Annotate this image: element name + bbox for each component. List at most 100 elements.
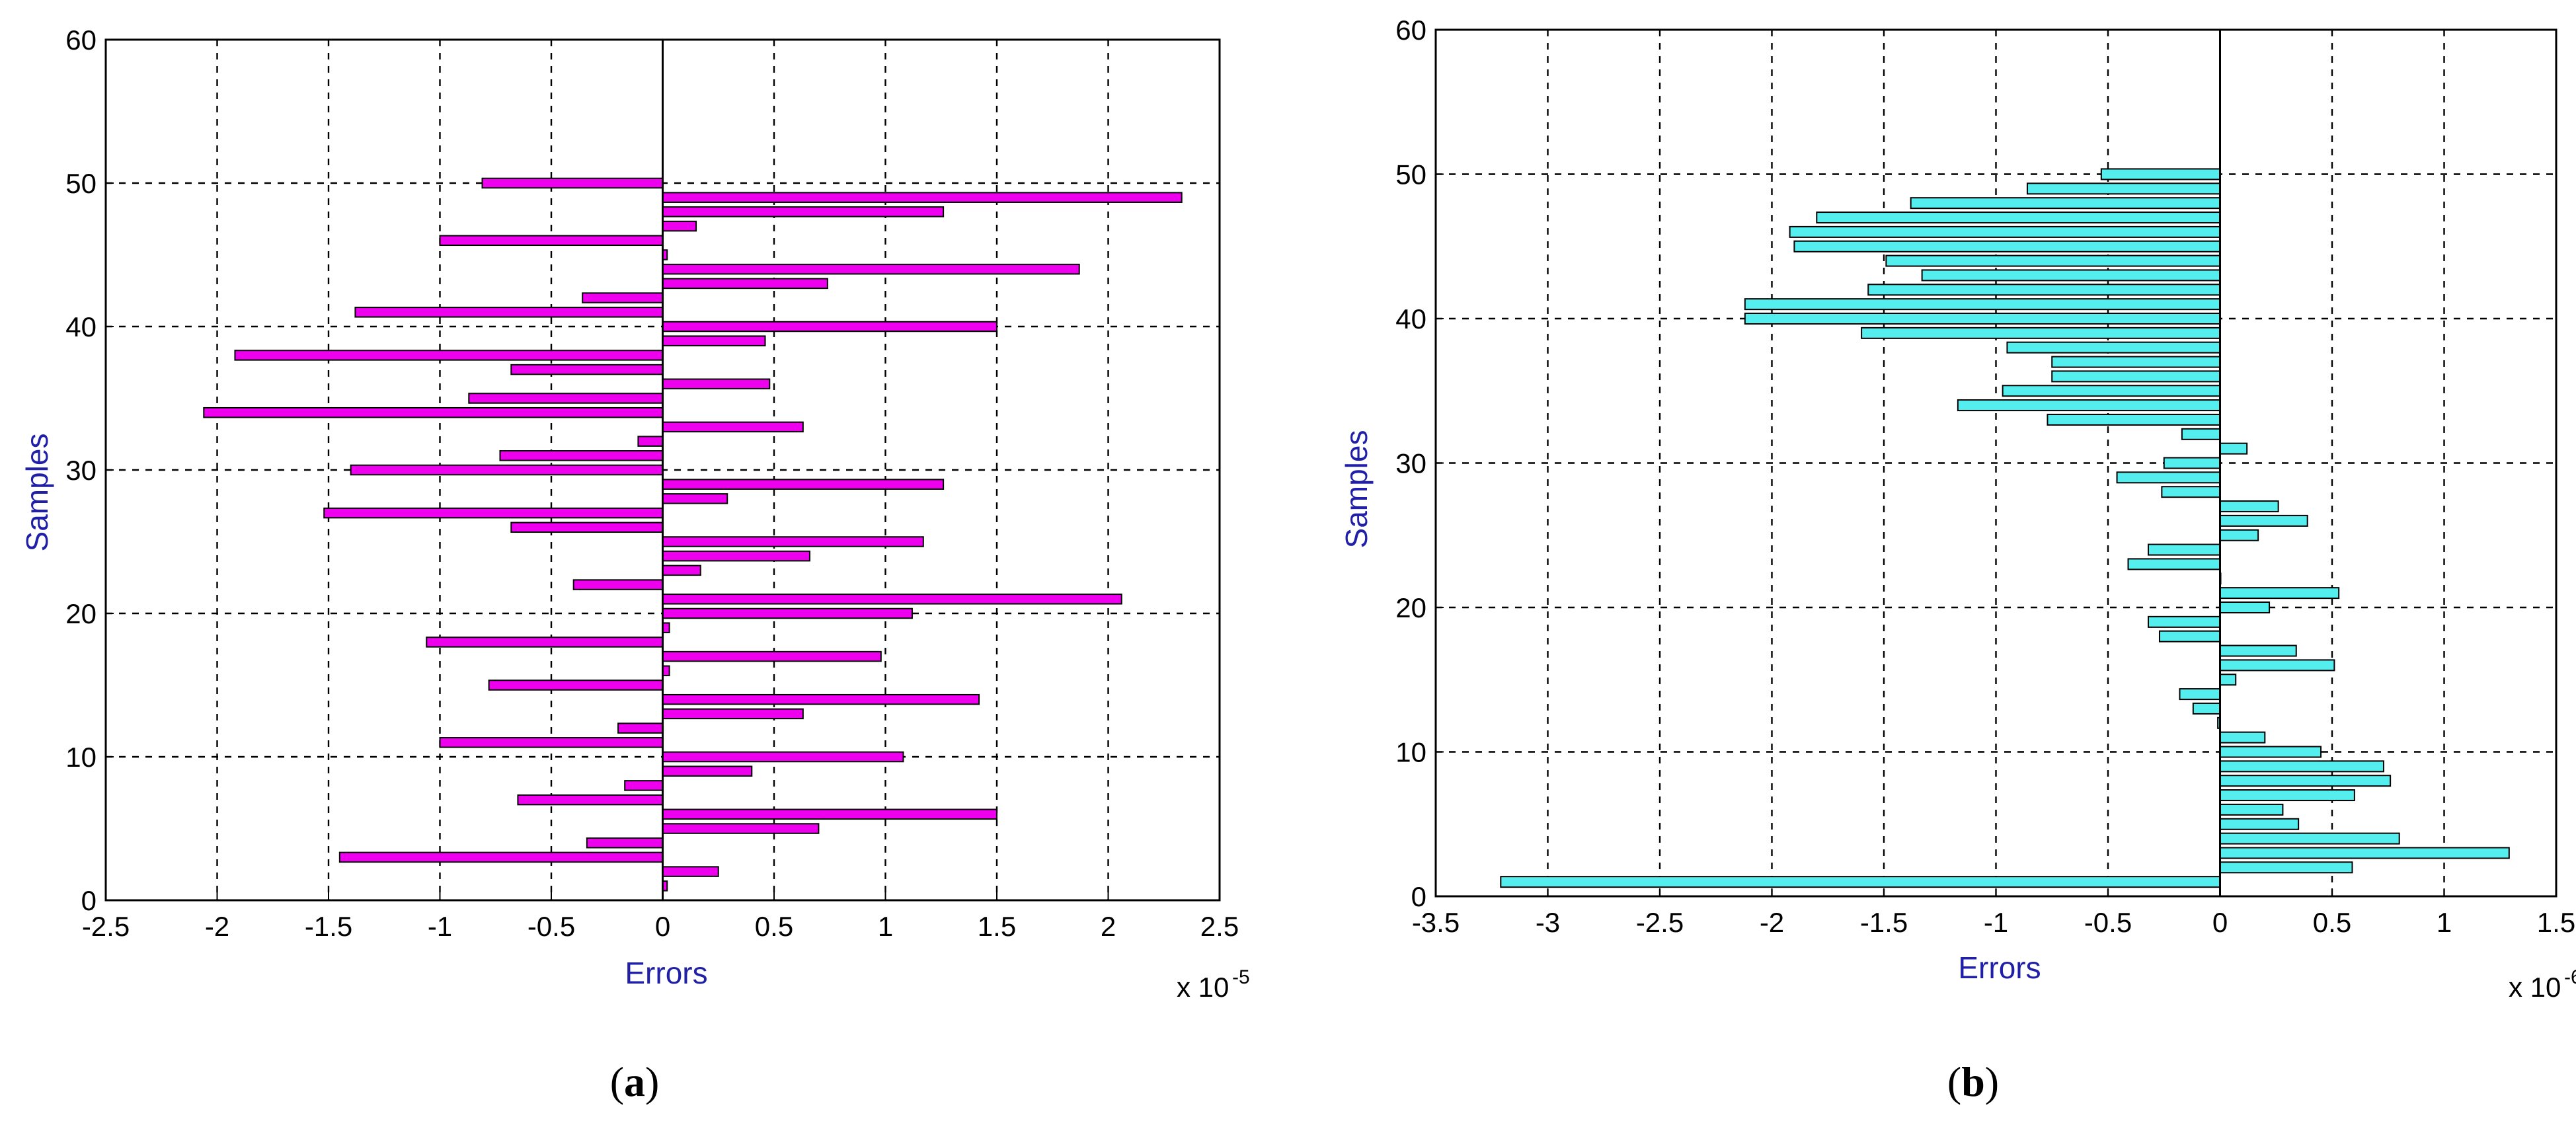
- bar-sample-32: [637, 436, 664, 447]
- bar-sample-21: [662, 594, 1122, 605]
- bar-sample-7: [2219, 789, 2355, 802]
- bar-sample-43: [1921, 269, 2221, 282]
- x-tick-label: 1.5: [978, 911, 1016, 942]
- x-tick-label: -1.5: [1860, 907, 1908, 938]
- bar-sample-11: [2219, 731, 2266, 744]
- bar-sample-22: [572, 579, 664, 590]
- y-tick-label: 20: [1395, 592, 1426, 623]
- bar-sample-8: [2219, 775, 2392, 787]
- bar-sample-28: [662, 493, 728, 504]
- bar-sample-37: [2051, 356, 2221, 368]
- bar-sample-10: [2219, 746, 2322, 758]
- bar-sample-26: [2219, 514, 2308, 527]
- bar-sample-36: [662, 378, 771, 390]
- bar-sample-9: [2219, 760, 2384, 773]
- bar-sample-8: [624, 780, 664, 791]
- bar-sample-28: [2161, 486, 2221, 498]
- bar-sample-3: [2219, 847, 2510, 859]
- y-tick-label: 40: [1395, 303, 1426, 334]
- x-tick-labels-b: -3.5 -3 -2.5 -2 -1.5 -1 -0.5 0 0.5 1 1.5: [1412, 888, 2575, 938]
- bar-sample-24: [662, 550, 810, 562]
- y-axis-label-b: Samples: [1339, 430, 1374, 549]
- y-tick-label: 60: [65, 24, 97, 56]
- bar-sample-1: [1500, 876, 2221, 888]
- bar-sample-43: [662, 278, 828, 290]
- bar-sample-48: [1910, 197, 2221, 210]
- bar-sample-40: [662, 321, 997, 332]
- bar-sample-46: [439, 235, 664, 247]
- multiplier-base-a: x 10: [1177, 972, 1229, 1003]
- y-tick-labels-b: 0 10 20 30 40 50 60: [1395, 15, 1444, 912]
- x-tick-label: 0: [2212, 907, 2228, 938]
- bar-sample-17: [2219, 644, 2297, 657]
- x-multiplier-a: x 10 -5: [1177, 966, 1250, 1003]
- x-tick-label: -0.5: [527, 911, 575, 942]
- bar-sample-13: [2192, 702, 2221, 715]
- bar-sample-50: [481, 177, 664, 189]
- bar-sample-30: [350, 464, 664, 476]
- x-tick-label: 0.5: [755, 911, 793, 942]
- bar-sample-38: [2006, 341, 2221, 354]
- bar-sample-31: [2219, 442, 2248, 455]
- bar-sample-39: [1861, 327, 2221, 339]
- caption-letter-a: a: [624, 1058, 645, 1105]
- bar-sample-48: [662, 206, 945, 217]
- bar-sample-31: [499, 450, 664, 461]
- x-tick-label: -2: [1760, 907, 1784, 938]
- bar-sample-12: [617, 722, 664, 734]
- bar-sample-7: [517, 794, 664, 806]
- x-tick-label: 0.5: [2313, 907, 2351, 938]
- bar-sample-10: [662, 751, 904, 763]
- x-tick-labels-a: -2.5 -2 -1.5 -1 -0.5 0 0.5 1 1.5 2 2.5: [82, 892, 1239, 942]
- bar-sample-29: [2116, 471, 2221, 484]
- x-tick-label: 2: [1101, 911, 1116, 942]
- x-tick-label: -2: [205, 911, 229, 942]
- caption-a: (a): [610, 1058, 660, 1105]
- y-tick-label: 60: [1395, 15, 1426, 46]
- chart-panel-a: -2.5 -2 -1.5 -1 -0.5 0 0.5 1 1.5 2 2.5 0 10 20 30 40 50…: [20, 24, 1250, 1105]
- bar-sample-30: [2163, 457, 2221, 469]
- bar-sample-35: [468, 393, 664, 404]
- bar-sample-42: [582, 292, 664, 303]
- bar-sample-4: [2219, 832, 2400, 845]
- bar-sample-49: [662, 192, 1183, 203]
- bar-sample-42: [1867, 284, 2221, 296]
- bar-sample-3: [338, 851, 664, 863]
- y-tick-label: 0: [1411, 881, 1426, 912]
- bar-sample-35: [2002, 385, 2221, 397]
- bar-sample-38: [234, 350, 664, 361]
- bar-sample-27: [323, 507, 664, 519]
- y-tick-label: 20: [65, 598, 97, 629]
- y-tick-labels-a: 0 10 20 30 40 50 60: [65, 24, 114, 916]
- bar-sample-36: [2051, 370, 2221, 383]
- bar-sample-40: [1744, 313, 2221, 325]
- bar-sample-11: [439, 737, 664, 748]
- bar-sample-18: [2158, 630, 2221, 642]
- y-tick-label: 10: [1395, 737, 1426, 768]
- bar-sample-20: [662, 607, 913, 619]
- caption-letter-b: b: [1961, 1058, 1985, 1105]
- x-tick-label: -2.5: [82, 911, 130, 942]
- bar-sample-39: [662, 335, 766, 346]
- bar-sample-26: [510, 522, 664, 533]
- bar-sample-15: [488, 679, 664, 691]
- bar-sample-15: [2219, 674, 2237, 686]
- bar-sample-49: [2026, 182, 2221, 195]
- bar-sample-34: [203, 407, 664, 418]
- bar-sample-25: [662, 536, 924, 547]
- y-tick-label: 50: [1395, 159, 1426, 190]
- y-axis-label-a: Samples: [20, 434, 54, 552]
- bar-sample-6: [2219, 803, 2284, 816]
- bar-sample-41: [1744, 298, 2221, 311]
- bar-sample-41: [354, 307, 664, 318]
- bar-sample-47: [1816, 212, 2221, 224]
- bar-sample-33: [2047, 413, 2221, 426]
- bar-sample-24: [2148, 543, 2221, 556]
- multiplier-exp-a: -5: [1232, 966, 1250, 988]
- x-axis-label-a: Errors: [625, 956, 707, 990]
- x-tick-label: -3.5: [1412, 907, 1460, 938]
- y-tick-label: 50: [65, 168, 97, 199]
- x-tick-label: -1: [428, 911, 452, 942]
- bar-sample-20: [2219, 601, 2271, 613]
